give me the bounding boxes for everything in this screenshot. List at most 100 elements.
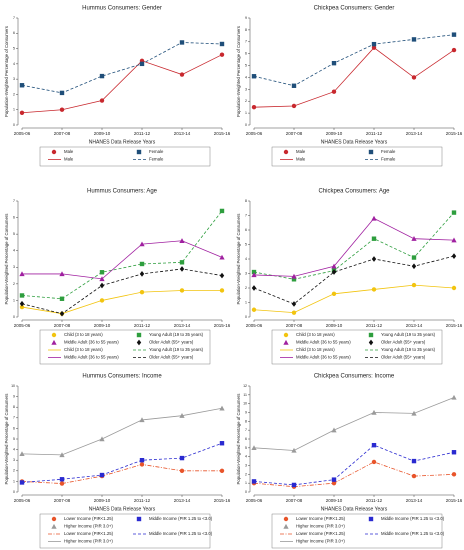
x-tick-label: 2015-16 xyxy=(214,323,231,328)
marker xyxy=(411,473,417,479)
y-tick-label: 10 xyxy=(11,384,15,388)
y-axis-label: Population-Weighted Percentage of Consum… xyxy=(236,394,241,485)
marker xyxy=(371,236,377,241)
marker xyxy=(371,287,377,292)
legend-label: Older Adult (55+ years) xyxy=(149,340,194,345)
x-tick-label: 2011-12 xyxy=(366,498,383,503)
x-tick-label: 2011-12 xyxy=(366,323,383,328)
marker xyxy=(291,83,297,88)
y-axis-label: Population-Weighted Percentage of Consum… xyxy=(4,394,9,485)
series-line xyxy=(253,444,455,486)
legend-label: Lower Income (PIR<1.25) xyxy=(64,516,114,521)
marker xyxy=(139,61,145,67)
marker xyxy=(371,442,377,448)
series-line xyxy=(253,217,455,277)
y-tick-label: 4 xyxy=(245,455,247,459)
marker xyxy=(411,75,417,80)
marker xyxy=(451,253,457,259)
y-tick-label: 2 xyxy=(13,92,15,96)
marker xyxy=(19,83,25,88)
marker xyxy=(139,458,145,463)
legend-box xyxy=(271,329,443,365)
y-tick-label: 8 xyxy=(245,199,247,203)
y-tick-label: 0 xyxy=(13,490,15,494)
legend-label: Higher Income (PIR 3.0+) xyxy=(64,524,113,529)
marker xyxy=(411,458,417,464)
x-tick-label: 2009-10 xyxy=(326,323,343,328)
series-line xyxy=(253,461,455,488)
marker xyxy=(368,149,374,155)
legend-label: Lower Income (PIR<1.25) xyxy=(296,531,346,536)
x-axis-label: NHANES Data Release Years xyxy=(89,139,156,145)
x-tick-label: 2015-16 xyxy=(446,323,463,328)
marker xyxy=(136,516,142,522)
x-tick-label: 2011-12 xyxy=(134,131,151,136)
legend-label: Middle Adult (36 to 55 years) xyxy=(64,355,119,360)
marker xyxy=(283,332,289,338)
y-tick-label: 0 xyxy=(13,315,15,319)
marker xyxy=(451,47,457,53)
marker xyxy=(51,523,57,529)
y-tick-label: 5 xyxy=(13,232,15,236)
marker xyxy=(19,480,25,485)
x-tick-label: 2007-08 xyxy=(286,323,303,328)
legend-label: Higher Income (PIR 3.0+) xyxy=(296,539,345,544)
marker xyxy=(59,310,65,317)
marker xyxy=(179,468,185,473)
marker xyxy=(291,277,297,282)
marker xyxy=(99,276,105,282)
chart-title: Hummus Consumers: Gender xyxy=(82,6,162,12)
marker xyxy=(251,104,257,110)
marker xyxy=(368,516,374,522)
chart-title: Chickpea Consumers: Gender xyxy=(314,6,395,12)
y-tick-label: 1 xyxy=(13,479,15,483)
legend-label: Middle Income (PIR 1.25 to <3.0) xyxy=(381,516,445,521)
legend-label: Male xyxy=(296,157,306,162)
series-line xyxy=(253,212,455,280)
marker xyxy=(331,89,337,94)
y-tick-label: 1 xyxy=(13,108,15,112)
legend-label: Middle Income (PIR 1.25 to <3.0) xyxy=(381,531,445,536)
y-tick-label: 6 xyxy=(13,215,15,219)
y-tick-label: 9 xyxy=(13,395,15,399)
panel: Chickpea Consumers: Income Population-Wei… xyxy=(236,374,463,549)
marker xyxy=(51,149,57,155)
y-tick-label: 7 xyxy=(245,213,247,217)
marker xyxy=(283,516,289,522)
marker xyxy=(136,332,142,338)
marker xyxy=(368,332,374,338)
marker xyxy=(139,241,145,247)
marker xyxy=(251,272,257,278)
marker xyxy=(51,332,57,338)
marker xyxy=(19,300,25,307)
marker xyxy=(19,110,25,115)
y-tick-label: 3 xyxy=(245,87,247,91)
y-tick-label: 0 xyxy=(245,123,247,127)
marker xyxy=(99,270,105,275)
legend-label: Middle Income (PIR 1.25 to <3.0) xyxy=(149,516,213,521)
y-tick-label: 4 xyxy=(13,448,15,452)
marker xyxy=(251,445,257,451)
x-axis-label: NHANES Data Release Years xyxy=(321,139,388,145)
marker xyxy=(219,41,225,47)
y-tick-label: 6 xyxy=(13,426,15,430)
marker xyxy=(179,40,185,45)
x-tick-label: 2009-10 xyxy=(326,131,343,136)
legend-label: Child (3 to 18 years) xyxy=(296,332,335,337)
legend-label: Child (3 to 18 years) xyxy=(64,332,103,337)
marker xyxy=(331,291,337,296)
y-tick-label: 3 xyxy=(245,463,247,467)
panel: Hummus Consumers: Age Population-Weighted… xyxy=(4,189,231,365)
marker xyxy=(451,394,457,400)
marker xyxy=(331,269,337,275)
legend-label: Child (3 to 18 years) xyxy=(64,347,103,352)
marker xyxy=(251,479,257,484)
panel: Chickpea Consumers: Gender Population-Wei… xyxy=(236,6,463,167)
legend-label: Middle Income (PIR 1.25 to <3.0) xyxy=(149,531,213,536)
marker xyxy=(219,272,225,279)
y-tick-label: 7 xyxy=(13,16,15,20)
marker xyxy=(331,477,337,482)
marker xyxy=(139,261,145,267)
legend-label: Female xyxy=(149,149,164,154)
